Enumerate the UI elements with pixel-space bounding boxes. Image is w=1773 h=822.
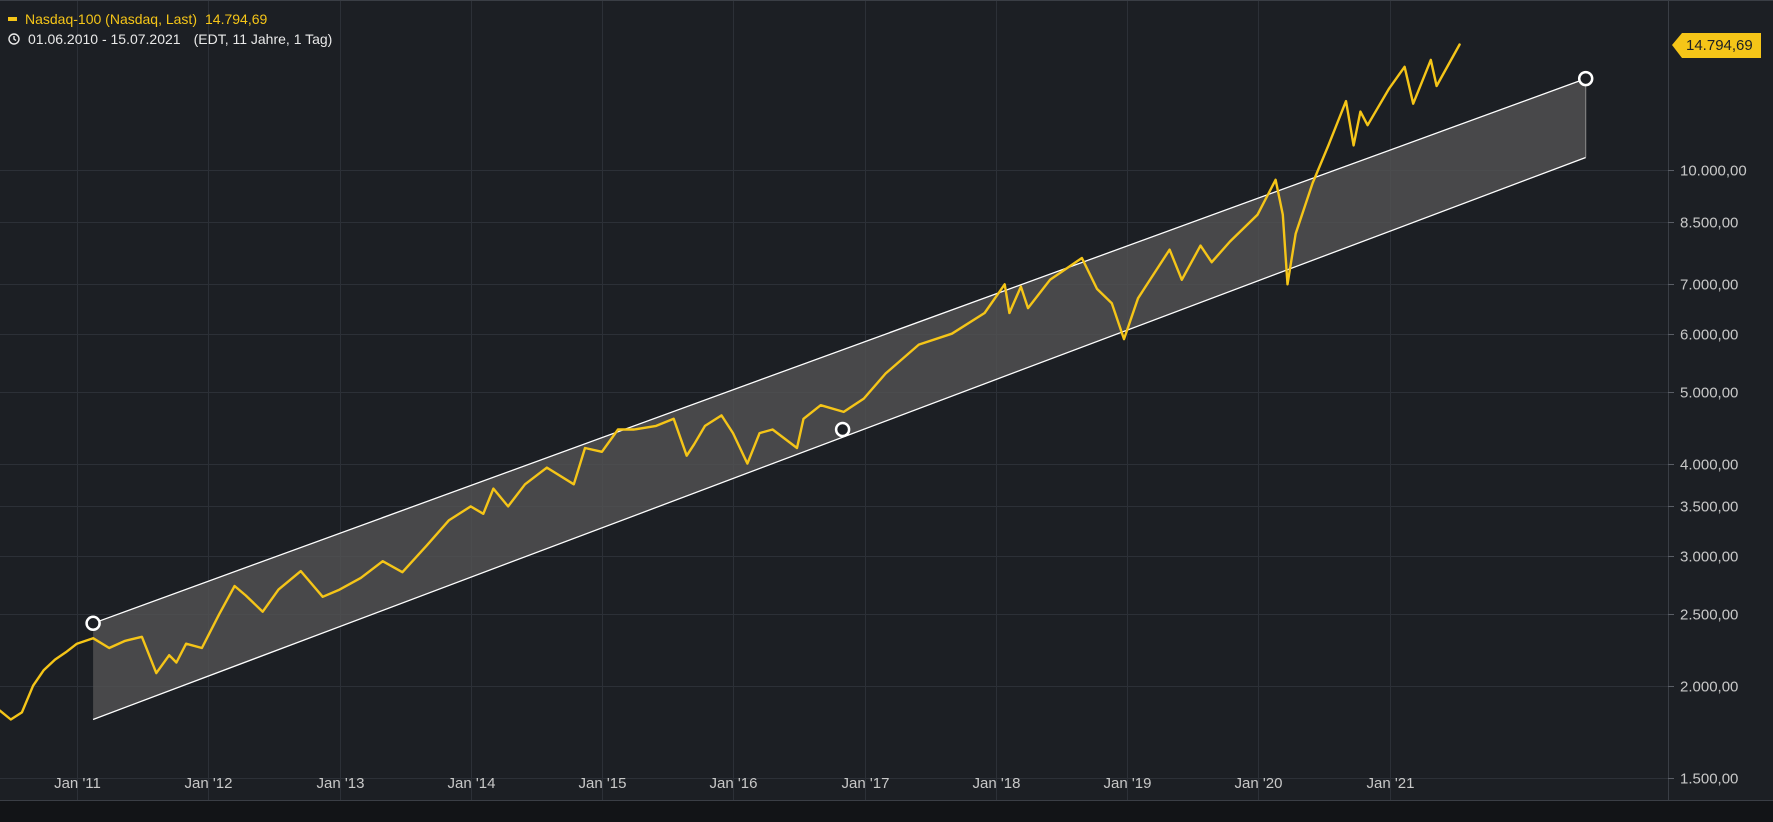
channel-handle[interactable] [1577, 70, 1594, 87]
channel-fill [93, 78, 1586, 720]
y-tick-label: 1.500,00 [1680, 771, 1738, 788]
clock-icon [8, 33, 20, 45]
x-tick-label: Jan '20 [1235, 775, 1283, 792]
channel-handle[interactable] [85, 615, 101, 632]
x-tick-label: Jan '17 [842, 775, 890, 792]
series-layer [0, 43, 1461, 721]
x-tick-label: Jan '19 [1104, 775, 1152, 792]
x-tick-label: Jan '13 [317, 775, 365, 792]
chart-legend: Nasdaq-100 (Nasdaq, Last) 14.794,69 01.0… [8, 9, 332, 49]
series-line [0, 43, 1461, 721]
x-tick-label: Jan '12 [185, 775, 233, 792]
axis-layer: 1.500,00 2.000,00 2.500,00 3.000,00 3.500,00… [0, 0, 1773, 800]
price-flag-value: 14.794,69 [1682, 33, 1761, 58]
date-range: 01.06.2010 - 15.07.2021 [28, 31, 181, 47]
y-tick-label: 10.000,00 [1680, 163, 1747, 180]
series-last-value: 14.794,69 [205, 11, 268, 27]
y-tick-label: 5.000,00 [1680, 385, 1738, 402]
range-info-row: 01.06.2010 - 15.07.2021 (EDT, 11 Jahre, … [8, 29, 332, 49]
y-tick-label: 4.000,00 [1680, 457, 1738, 474]
y-tick-label: 3.000,00 [1680, 549, 1738, 566]
price-flag-arrow [1672, 33, 1682, 58]
channel-lower-line [92, 156, 1586, 721]
x-tick-label: Jan '21 [1367, 775, 1415, 792]
range-detail: (EDT, 11 Jahre, 1 Tag) [193, 31, 333, 47]
channel-upper-line [92, 78, 1586, 624]
series-legend-row[interactable]: Nasdaq-100 (Nasdaq, Last) 14.794,69 [8, 9, 332, 29]
last-price-flag: 14.794,69 [1672, 33, 1761, 58]
bottom-status-strip [0, 800, 1773, 822]
x-tick-label: Jan '18 [973, 775, 1021, 792]
y-tick-label: 2.500,00 [1680, 607, 1738, 624]
series-name: Nasdaq-100 (Nasdaq, Last) [25, 11, 197, 27]
x-tick-label: Jan '16 [710, 775, 758, 792]
y-tick-label: 3.500,00 [1680, 499, 1738, 516]
channel-handles[interactable] [85, 70, 1594, 632]
x-tick-label: Jan '14 [448, 775, 496, 792]
trend-channel[interactable] [92, 78, 1587, 721]
y-tick-label: 7.000,00 [1680, 277, 1738, 294]
y-tick-label: 8.500,00 [1680, 215, 1738, 232]
series-swatch-icon [8, 17, 17, 21]
y-tick-label: 6.000,00 [1680, 327, 1738, 344]
y-tick-label: 2.000,00 [1680, 679, 1738, 696]
x-tick-label: Jan '11 [54, 775, 101, 792]
channel-handle[interactable] [834, 421, 851, 438]
x-tick-label: Jan '15 [579, 775, 627, 792]
